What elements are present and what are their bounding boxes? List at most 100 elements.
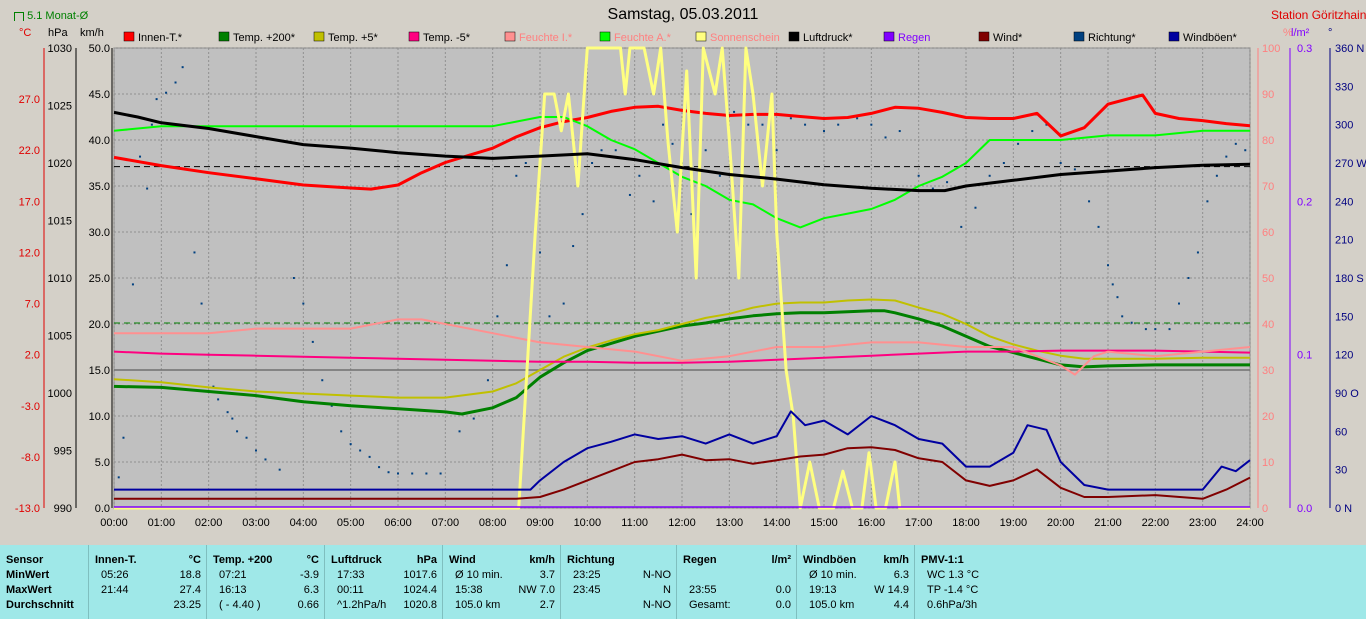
pressure-tick-label: 1000 (48, 388, 72, 400)
direction-point (548, 315, 551, 318)
humidity-tick-label: 20 (1262, 411, 1274, 423)
unit-humidity: % (1283, 27, 1293, 39)
unit-direction: ° (1328, 27, 1333, 39)
direction-point (155, 98, 158, 101)
legend-label: Feuchte I.* (519, 32, 573, 44)
table-column: Richtung 23:25 N-NO 23:45 N N-NO (560, 545, 677, 619)
direction-point (1121, 315, 1124, 318)
table-cell-value: 18.8 (179, 569, 201, 581)
legend-label: Richtung* (1088, 32, 1136, 44)
table-header: Windböen km/h (797, 554, 915, 568)
table-header-unit: hPa (416, 554, 437, 566)
table-cell-label: MinWert (6, 569, 50, 581)
legend-swatch (123, 31, 135, 42)
table-cell-label: 16:13 (219, 584, 247, 596)
table-row (677, 569, 797, 583)
table-cell-label: 105.0 km (809, 599, 855, 611)
table-cell-value: N-NO (642, 569, 671, 581)
legend-swatch (1073, 31, 1085, 42)
direction-point (638, 174, 641, 177)
direction-point (425, 472, 428, 475)
direction-point (837, 123, 840, 126)
pressure-tick-label: 990 (54, 503, 72, 515)
table-column: Temp. +200 °C 07:21 -3.9 16:13 6.3 ( - 4.40 ) 0… (206, 545, 325, 619)
direction-point (278, 468, 281, 471)
table-header-label: Wind (449, 554, 476, 566)
direction-point (496, 315, 499, 318)
table-row: 0.6hPa/3h (915, 599, 1035, 613)
legend-label: Innen-T.* (138, 32, 183, 44)
direction-point (181, 66, 184, 69)
table-header: Innen-T. °C (89, 554, 207, 568)
legend-swatch (599, 31, 611, 42)
direction-tick-label: 330 (1335, 81, 1353, 93)
speed-tick-label: 30.0 (89, 227, 110, 239)
x-tick-label: 10:00 (574, 517, 602, 529)
speed-tick-label: 50.0 (89, 43, 110, 55)
x-tick-label: 09:00 (526, 517, 554, 529)
direction-point (931, 187, 934, 190)
x-tick-label: 22:00 (1142, 517, 1170, 529)
humidity-tick-label: 40 (1262, 319, 1274, 331)
legend-swatch (218, 31, 230, 42)
table-header: Temp. +200 °C (207, 554, 325, 568)
unit-pressure: hPa (48, 27, 68, 39)
table-header-label: Innen-T. (95, 554, 137, 566)
direction-point (349, 443, 352, 446)
x-tick-label: 03:00 (242, 517, 270, 529)
table-row: 19:13 W 14.9 (797, 584, 915, 598)
legend-label: Temp. -5* (423, 32, 471, 44)
direction-point (524, 162, 527, 164)
direction-point (226, 411, 229, 414)
table-row: WC 1.3 °C (915, 569, 1035, 583)
summary-table: Sensor MinWert MaxWert Durchschnitt Innen-T.… (0, 545, 1366, 619)
direction-point (1097, 225, 1100, 228)
table-row: 105.0 km 2.7 (443, 599, 561, 613)
table-row: N-NO (561, 599, 677, 613)
x-tick-label: 17:00 (905, 517, 933, 529)
table-row: MinWert (0, 569, 88, 583)
speed-tick-label: 40.0 (89, 135, 110, 147)
table-header-unit: °C (306, 554, 319, 566)
table-row: 00:11 1024.4 (325, 584, 443, 598)
rain-tick-label: 0.1 (1297, 350, 1312, 362)
direction-point (131, 283, 134, 286)
direction-point (505, 264, 508, 267)
series-line (113, 309, 1250, 416)
direction-point (1073, 168, 1076, 171)
temp-tick-label: -13.0 (15, 503, 40, 515)
speed-tick-label: 5.0 (95, 457, 110, 469)
table-cell-label: MaxWert (6, 584, 52, 596)
x-tick-label: 02:00 (195, 517, 223, 529)
direction-point (628, 193, 631, 196)
direction-point (1196, 251, 1199, 254)
direction-point (1244, 149, 1247, 152)
legend-label: Luftdruck* (803, 32, 853, 44)
direction-point (264, 458, 267, 461)
pressure-tick-label: 1030 (48, 43, 72, 55)
direction-point (174, 81, 177, 84)
direction-point (1154, 328, 1157, 331)
direction-point (733, 110, 736, 113)
direction-point (652, 200, 655, 203)
table-row: ^1.2hPa/h 1020.8 (325, 599, 443, 613)
direction-point (311, 340, 314, 343)
table-cell-value: W 14.9 (874, 584, 909, 596)
direction-point (988, 174, 991, 177)
pressure-tick-label: 1015 (48, 216, 72, 228)
direction-point (458, 430, 461, 433)
x-tick-label: 08:00 (479, 517, 507, 529)
table-cell-label: Ø 10 min. (455, 569, 503, 581)
direction-point (704, 149, 707, 152)
humidity-tick-label: 70 (1262, 181, 1274, 193)
direction-point (439, 472, 442, 475)
direction-point (662, 123, 665, 126)
x-tick-label: 06:00 (384, 517, 412, 529)
table-header: Luftdruck hPa (325, 554, 443, 568)
direction-point (591, 162, 594, 164)
table-row: 21:44 27.4 (89, 584, 207, 598)
table-header-unit: km/h (529, 554, 555, 566)
legend-label: Windböen* (1183, 32, 1238, 44)
rain-tick-label: 0.2 (1297, 196, 1312, 208)
temp-tick-label: 22.0 (19, 145, 40, 157)
